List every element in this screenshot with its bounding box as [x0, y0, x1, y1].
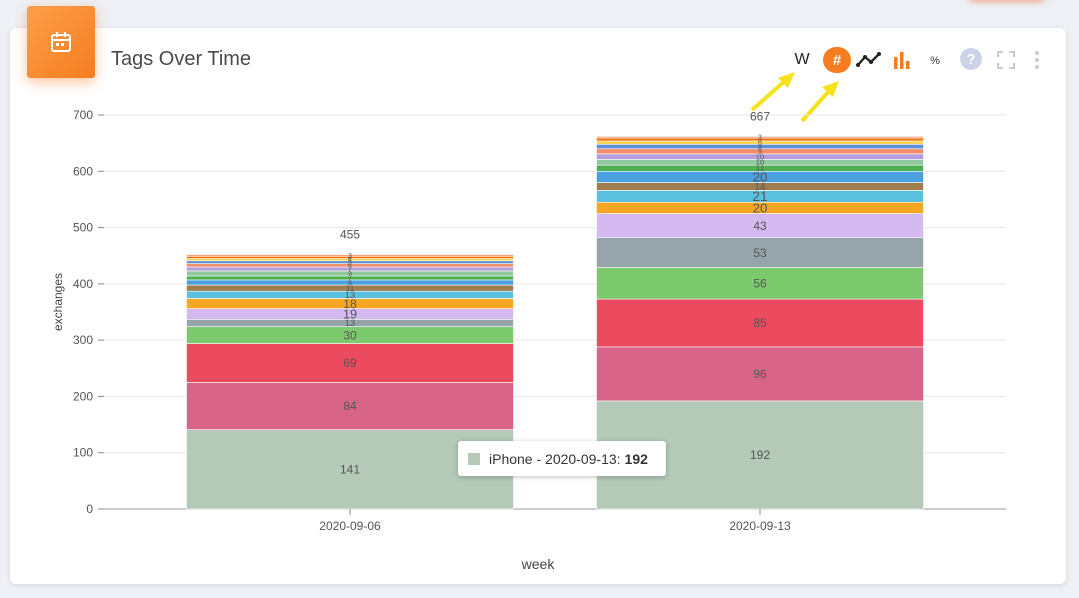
bar-value-label: 20: [753, 170, 768, 185]
tooltip-swatch: [468, 452, 480, 465]
bar-value-label: 30: [343, 328, 357, 342]
bar-value-label: 5: [758, 137, 762, 144]
bar-value-label: 8: [758, 144, 762, 151]
bar-value-label: 14: [755, 182, 766, 193]
x-tick-label: 2020-09-13: [729, 519, 791, 533]
bar-chart-icon: [894, 52, 910, 69]
x-axis-title: week: [521, 556, 556, 572]
calendar-icon: [51, 32, 71, 52]
more-options-button[interactable]: [1026, 48, 1048, 72]
bar-value-label: 18: [343, 297, 357, 311]
bar-value-label: 4: [348, 257, 352, 264]
help-icon: ?: [960, 48, 982, 70]
tooltip-value: 192: [624, 450, 648, 467]
more-vert-icon: [1035, 51, 1039, 69]
y-tick-label: 500: [73, 221, 93, 235]
bar-value-label: 3: [758, 135, 762, 142]
bar-value-label: 69: [343, 356, 357, 370]
bar-segment: [186, 254, 514, 257]
bar-value-label: 141: [340, 463, 360, 477]
bar-segment: [596, 213, 924, 239]
percent-mode-button[interactable]: %: [930, 55, 940, 67]
bar-value-label: 7: [348, 266, 352, 273]
bar-value-label: 96: [753, 367, 767, 381]
chart-tooltip: iPhone - 2020-09-13: 192: [458, 441, 666, 476]
y-tick-label: 300: [73, 333, 93, 347]
y-tick-label: 100: [73, 446, 93, 460]
y-tick-label: 600: [73, 164, 93, 178]
bar-value-label: 10: [756, 158, 764, 167]
bar-chart-button[interactable]: [890, 48, 914, 72]
count-mode-button[interactable]: #: [823, 47, 851, 73]
bar-total-label: 455: [340, 228, 360, 242]
bar-value-label: 9: [348, 271, 352, 278]
bar-segment: [596, 136, 924, 139]
bar-value-label: 10: [756, 152, 764, 161]
bar-value-label: 192: [750, 448, 770, 462]
bar-value-label: 5: [348, 260, 352, 267]
bar-value-label: 56: [753, 276, 767, 290]
bar-value-label: 13: [345, 318, 355, 328]
bar-segment: [596, 346, 924, 402]
fullscreen-button[interactable]: [994, 48, 1018, 72]
bar-segment: [186, 343, 514, 383]
bar-value-label: 11: [756, 164, 765, 173]
annotation-arrow-icon: [800, 81, 839, 123]
y-tick-label: 400: [73, 277, 93, 291]
y-tick-label: 200: [73, 389, 93, 403]
bar-value-label: 19: [343, 307, 357, 321]
line-chart-icon: [856, 52, 881, 67]
bar-segment: [186, 382, 514, 430]
bar-value-label: 3: [348, 253, 352, 260]
line-chart-button[interactable]: [856, 48, 882, 72]
bar-value-label: 20: [753, 201, 768, 216]
bar-value-label: 9: [348, 280, 352, 287]
help-button[interactable]: ?: [958, 46, 984, 72]
tooltip-label: iPhone - 2020-09-13:: [489, 450, 621, 467]
fullscreen-icon: [997, 51, 1015, 69]
y-tick-label: 0: [86, 502, 93, 516]
y-axis-title: exchanges: [51, 273, 65, 331]
bar-total-label: 667: [750, 109, 770, 123]
bar-value-label: 7: [348, 275, 352, 282]
annotation-arrow-icon: [750, 72, 795, 112]
bar-value-label: 53: [753, 246, 767, 260]
bar-value-label: 84: [343, 399, 357, 413]
bar-value-label: 43: [753, 219, 767, 233]
bar-segment: [596, 237, 924, 268]
bar-value-label: 11: [346, 284, 355, 293]
card-header-badge: [27, 6, 95, 78]
bar-value-label: 21: [752, 188, 767, 204]
bar-value-label: 9: [758, 149, 762, 156]
bar-value-label: 85: [753, 316, 767, 330]
bar-value-label: 13: [345, 290, 355, 300]
y-tick-label: 700: [73, 108, 93, 122]
page-title: Tags Over Time: [111, 48, 252, 70]
svg-text:?: ?: [966, 51, 975, 68]
x-tick-label: 2020-09-06: [319, 519, 381, 533]
bar-value-label: 4: [348, 255, 352, 262]
bar-segment: [596, 298, 924, 348]
bar-value-label: 6: [758, 140, 762, 147]
bar-value-label: 6: [348, 263, 352, 270]
interval-week-button[interactable]: W: [794, 51, 810, 68]
